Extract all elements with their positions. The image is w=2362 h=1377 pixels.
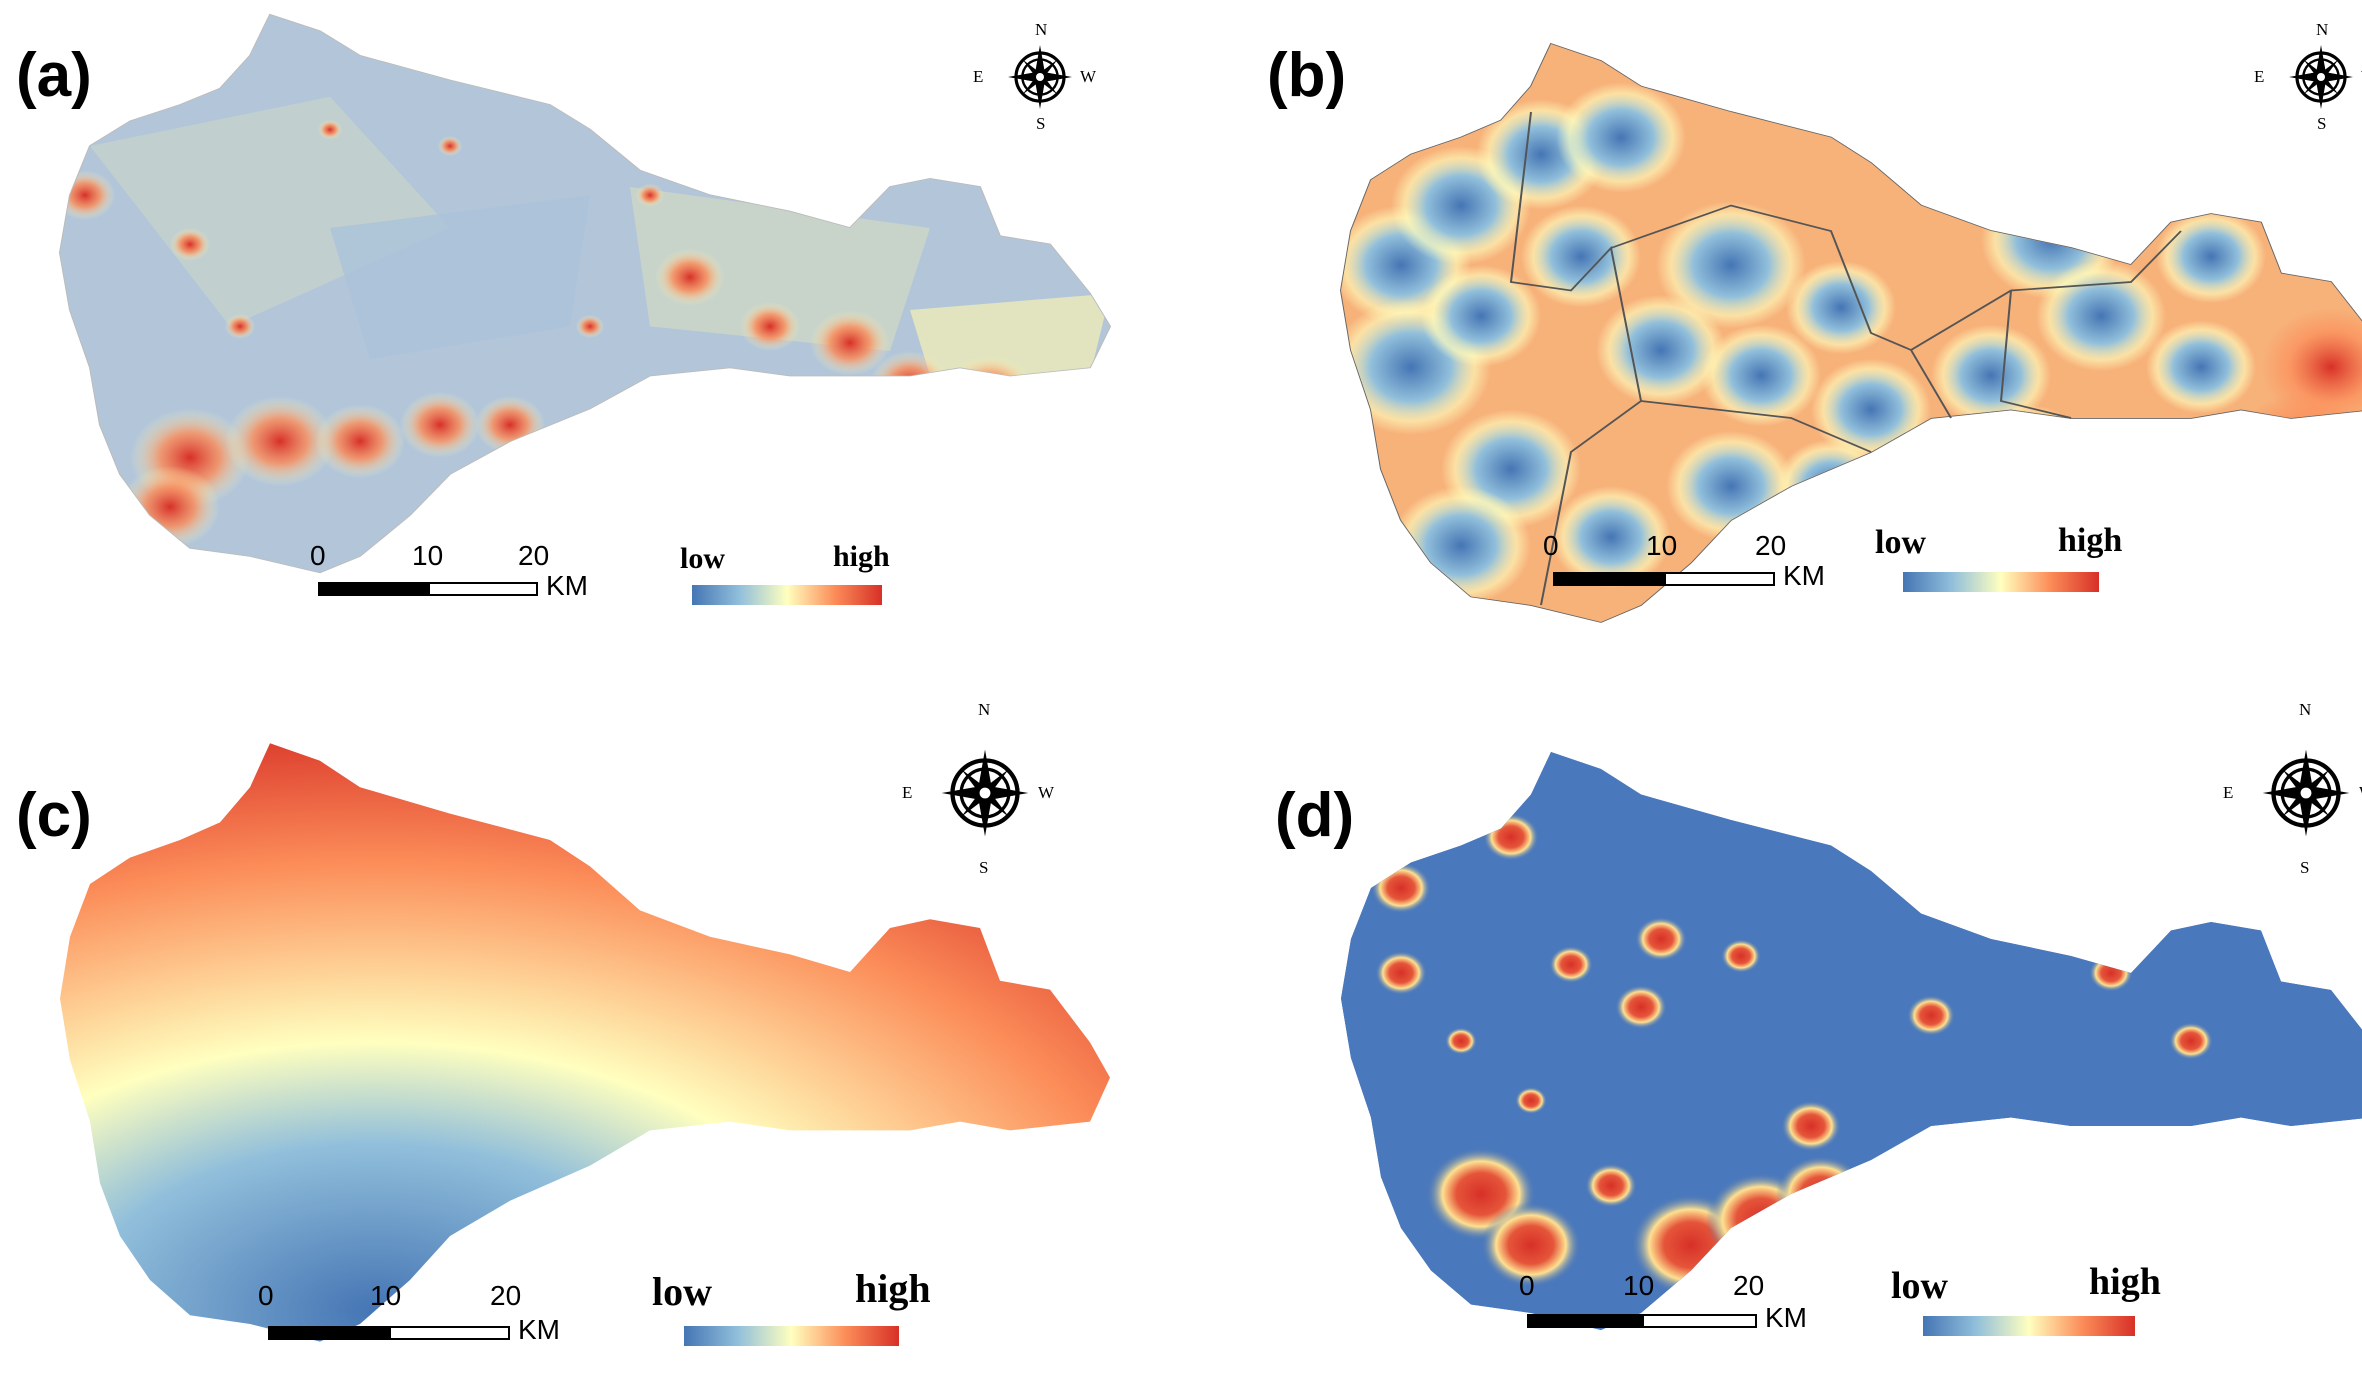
scale-tick-20: 20	[518, 540, 550, 571]
legend-low: low	[1891, 1265, 1948, 1307]
map-b	[1340, 43, 2362, 623]
scale-unit: KM	[1765, 1302, 1807, 1333]
panel-c: (c) N S E W 0 10 20 KM low high	[0, 688, 1181, 1377]
legend-ramp	[684, 1326, 899, 1346]
compass-e: E	[902, 783, 913, 802]
legend-ramp	[1923, 1316, 2135, 1336]
panel-a: (a) N S E W 0 10 20 KM low high	[0, 0, 1181, 688]
panel-b: (b) N S E W 0 10 20 KM low high	[1181, 0, 2362, 688]
scale-tick-20: 20	[1733, 1270, 1765, 1301]
compass-s: S	[1036, 114, 1046, 133]
scale-tick-10: 10	[1646, 530, 1678, 561]
compass-n: N	[2299, 700, 2312, 719]
panel-label-c: (c)	[16, 781, 92, 850]
legend-ramp	[692, 585, 882, 605]
scale-unit: KM	[1783, 560, 1825, 591]
legend-low: low	[652, 1269, 712, 1314]
legend-low: low	[1875, 524, 1926, 561]
legend-high: high	[2058, 522, 2123, 559]
compass-e: E	[2223, 783, 2234, 802]
panel-label-d: (d)	[1275, 781, 1355, 850]
legend-ramp	[1903, 572, 2099, 592]
scale-unit: KM	[518, 1314, 560, 1345]
scale-unit: KM	[546, 570, 588, 601]
compass-s: S	[2317, 114, 2327, 133]
scale-tick-0: 0	[258, 1280, 274, 1311]
legend-high: high	[833, 540, 890, 573]
scale-tick-20: 20	[490, 1280, 522, 1311]
compass-d: N S E W	[2223, 700, 2362, 877]
compass-a: N S E W	[973, 20, 1097, 133]
compass-c: N S E W	[902, 700, 1054, 877]
compass-s: S	[2300, 858, 2310, 877]
scale-tick-0: 0	[310, 540, 326, 571]
scale-tick-10: 10	[370, 1280, 402, 1311]
scale-tick-0: 0	[1543, 530, 1559, 561]
compass-e: E	[973, 67, 984, 86]
scale-tick-0: 0	[1519, 1270, 1535, 1301]
panel-label-b: (b)	[1267, 41, 1347, 110]
compass-w: W	[2359, 783, 2362, 803]
scale-tick-10: 10	[412, 540, 444, 571]
scale-tick-20: 20	[1755, 530, 1787, 561]
compass-b: N S E W	[2254, 20, 2362, 133]
panel-d: (d) N S E W 0 10 20 KM low high	[1181, 688, 2362, 1377]
map-d	[1341, 752, 2362, 1331]
compass-n: N	[1035, 20, 1048, 39]
compass-rose-icon	[2241, 728, 2362, 858]
compass-rose-icon	[920, 728, 1050, 858]
legend-high: high	[2089, 1261, 2161, 1303]
compass-n: N	[978, 700, 991, 719]
panel-label-a: (a)	[16, 41, 92, 110]
compass-n: N	[2316, 20, 2329, 39]
scale-tick-10: 10	[1623, 1270, 1655, 1301]
legend-high: high	[855, 1266, 931, 1311]
legend-low: low	[680, 542, 725, 575]
compass-rose-icon	[2287, 43, 2355, 111]
compass-e: E	[2254, 67, 2265, 86]
compass-w: W	[1038, 783, 1055, 802]
map-a	[59, 13, 1111, 574]
compass-w: W	[1080, 67, 1097, 86]
compass-s: S	[979, 858, 989, 877]
